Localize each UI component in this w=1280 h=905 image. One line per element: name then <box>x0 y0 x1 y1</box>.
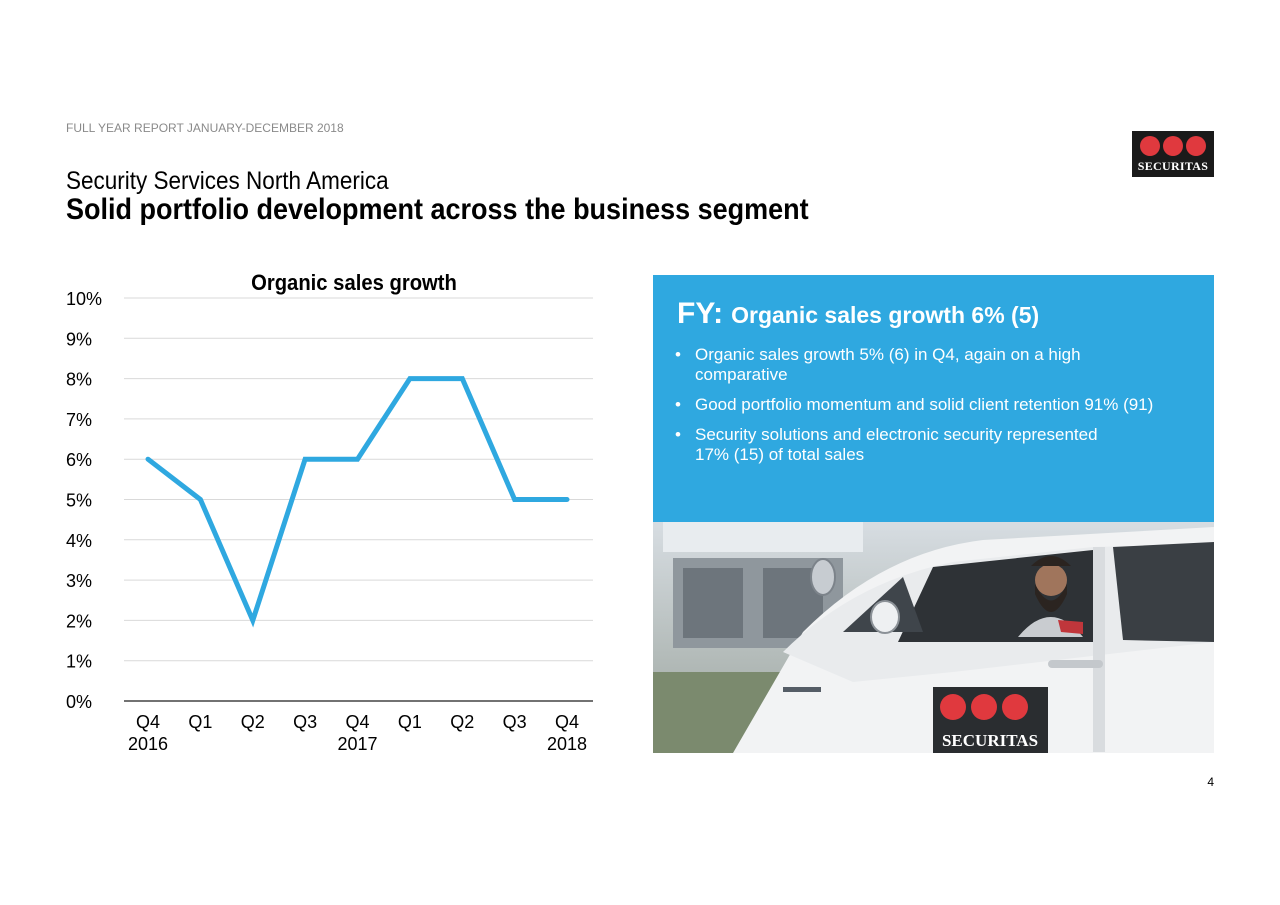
x-tick-label: Q2 <box>241 712 265 732</box>
y-tick-label: 8% <box>66 370 92 390</box>
bullet-line: 17% (15) of total sales <box>695 445 865 464</box>
security-vehicle-photo: SECURITAS <box>653 522 1214 753</box>
chart-gridlines <box>124 297 593 662</box>
y-tick-label: 0% <box>66 692 92 712</box>
fy-summary-panel: FY: Organic sales growth 6% (5) • Organic… <box>653 275 1214 522</box>
bullet-item: • Organic sales growth 5% (6) in Q4, aga… <box>675 345 1210 385</box>
x-tick-label: Q3 <box>293 712 317 732</box>
y-tick-label: 9% <box>66 329 92 349</box>
x-tick-label: Q1 <box>398 712 422 732</box>
page-number: 4 <box>1207 775 1214 789</box>
bullet-line: Security solutions and electronic securi… <box>695 425 1098 444</box>
y-tick-label: 1% <box>66 652 92 672</box>
logo-dots-icon <box>1140 136 1206 156</box>
y-axis-ticks: 0% 1% 2% 3% 4% 5% 6% 7% 8% 9% 10% <box>66 289 102 712</box>
bullet-item: • Security solutions and electronic secu… <box>675 425 1210 465</box>
y-tick-label: 7% <box>66 410 92 430</box>
x-year-label: 2018 <box>547 734 587 754</box>
y-tick-label: 4% <box>66 531 92 551</box>
y-tick-label: 10% <box>66 289 102 309</box>
bullet-line: comparative <box>695 365 788 384</box>
y-tick-label: 2% <box>66 611 92 631</box>
x-year-label: 2017 <box>337 734 377 754</box>
y-tick-label: 6% <box>66 450 92 470</box>
bullet-line: Good portfolio momentum and solid client… <box>695 395 1154 414</box>
fy-label: FY: <box>677 297 724 330</box>
bullet-line: Organic sales growth 5% (6) in Q4, again… <box>695 345 1081 364</box>
bullet-dot: • <box>675 425 681 444</box>
chart-title: Organic sales growth <box>251 270 457 295</box>
securitas-logo: SECURITAS <box>1132 131 1214 177</box>
organic-growth-chart: 0% 1% 2% 3% 4% 5% 6% 7% 8% 9% 10% Q4 Q1 Q2 Q3 Q4 Q1 Q2 Q3… <box>66 289 593 754</box>
bullet-dot: • <box>675 395 681 414</box>
slide-headline: Solid portfolio development across the b… <box>66 193 809 226</box>
x-tick-label: Q4 <box>136 712 160 732</box>
segment-title: Security Services North America <box>66 167 389 195</box>
fy-text: Organic sales growth 6% (5) <box>731 302 1040 328</box>
x-tick-label: Q3 <box>503 712 527 732</box>
bullet-list: • Organic sales growth 5% (6) in Q4, aga… <box>675 345 1210 475</box>
vehicle-illustration: SECURITAS <box>653 522 1214 753</box>
vehicle-logo-text: SECURITAS <box>942 731 1038 750</box>
x-axis-years: 2016 2017 2018 <box>128 734 587 754</box>
x-axis-ticks: Q4 Q1 Q2 Q3 Q4 Q1 Q2 Q3 Q4 <box>136 712 579 732</box>
x-tick-label: Q1 <box>188 712 212 732</box>
organic-growth-line <box>145 376 570 628</box>
x-tick-label: Q2 <box>450 712 474 732</box>
x-tick-label: Q4 <box>555 712 579 732</box>
bullet-dot: • <box>675 345 681 364</box>
y-tick-label: 5% <box>66 491 92 511</box>
y-tick-label: 3% <box>66 571 92 591</box>
x-tick-label: Q4 <box>345 712 369 732</box>
x-year-label: 2016 <box>128 734 168 754</box>
report-label: FULL YEAR REPORT JANUARY-DECEMBER 2018 <box>66 121 344 135</box>
logo-wordmark: SECURITAS <box>1137 159 1209 173</box>
fy-heading: FY: Organic sales growth 6% (5) <box>677 297 1039 331</box>
bullet-item: • Good portfolio momentum and solid clie… <box>675 395 1210 415</box>
